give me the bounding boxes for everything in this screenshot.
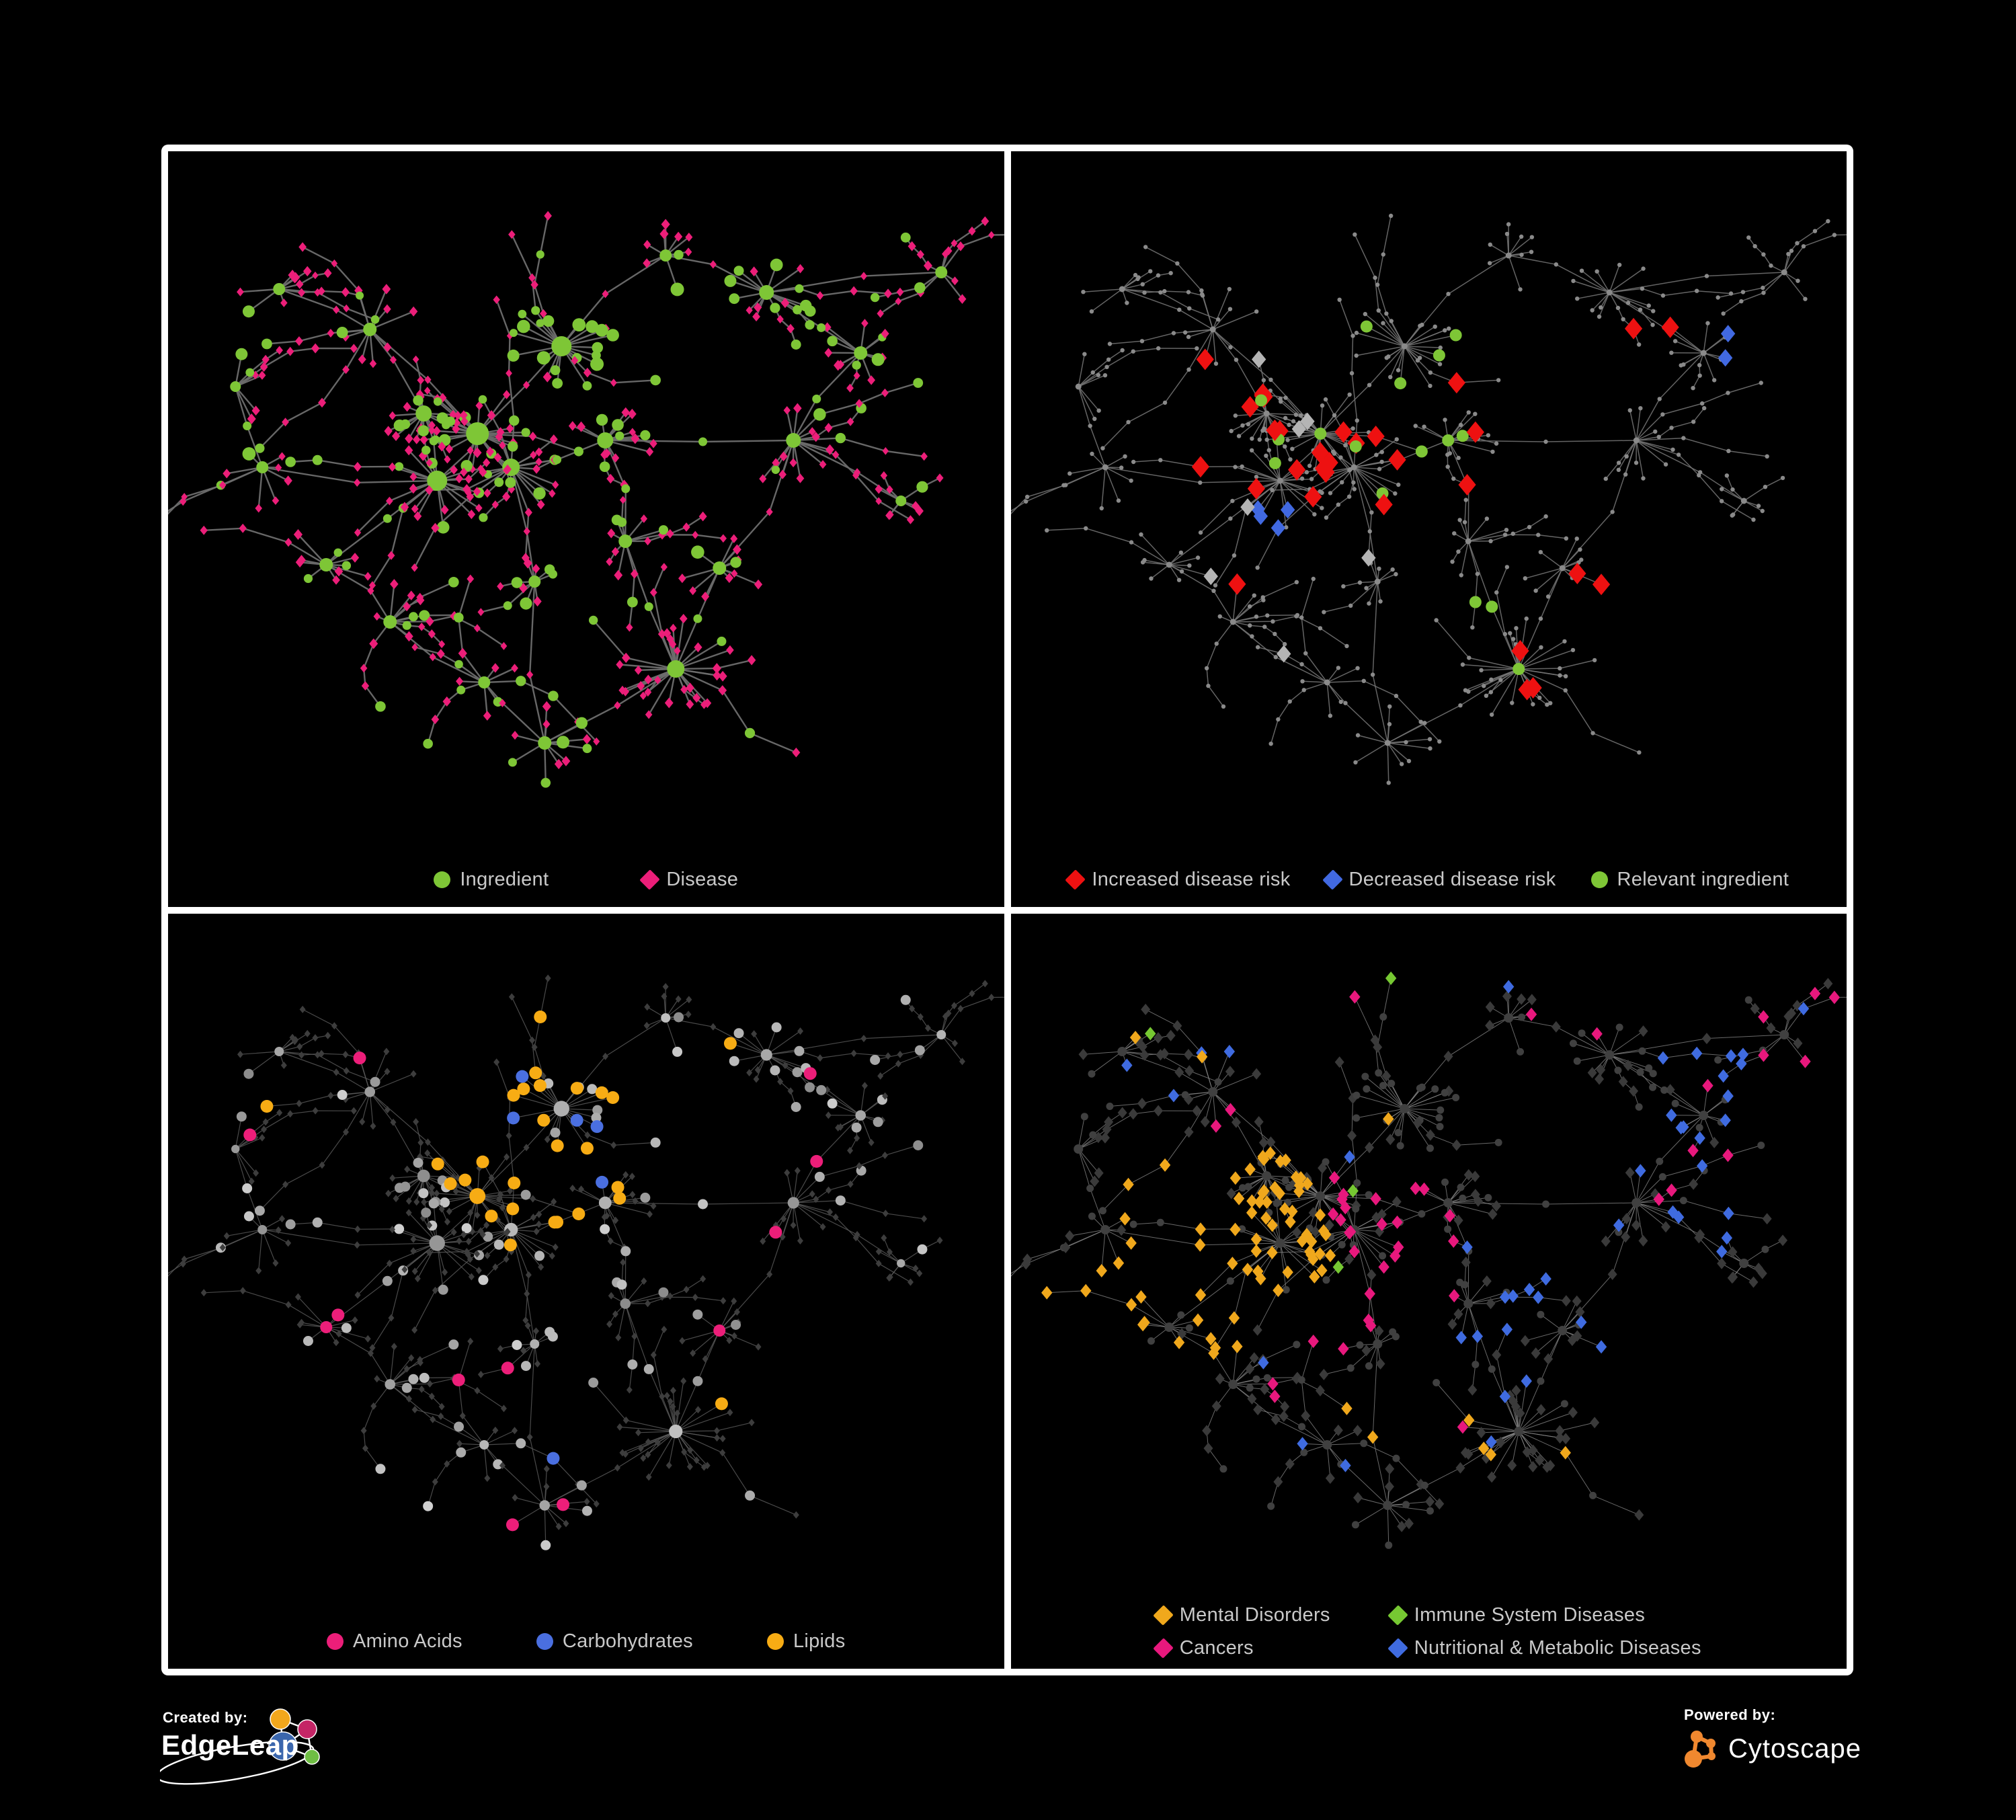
legend-item-mental-disorders: Mental Disorders [1152,1604,1330,1626]
diamond-swatch [639,869,661,890]
legend-label: Cancers [1179,1637,1254,1659]
panel-ingredient-classes: Amino Acids Carbohydrates Lipids [168,913,1004,1669]
diamond-swatch [1152,1638,1174,1659]
network-disease-risk [1010,213,1847,785]
circle-swatch [434,871,451,888]
legend-item-decreased-disease-risk: Decreased disease risk [1322,868,1556,891]
legend-ingredient-disease: Ingredient Disease [168,869,1004,891]
legend-item-cancers: Cancers [1152,1637,1254,1659]
network-ingredient-disease [168,210,1004,788]
legend-item-immune-system-diseases: Immune System Diseases [1387,1604,1646,1626]
legend-label: Lipids [793,1630,846,1652]
legend-item-ingredient: Ingredient [434,869,549,891]
legend-label: Amino Acids [352,1630,462,1652]
diamond-swatch [1065,869,1086,890]
circle-swatch [1590,871,1608,888]
diamond-swatch [1322,869,1343,890]
diamond-swatch [1152,1605,1174,1626]
legend-label: Relevant ingredient [1617,868,1789,890]
created-by-label: Created by: [163,1709,248,1726]
legend-item-carbohydrates: Carbohydrates [536,1630,693,1653]
legend-label: Disease [666,868,739,890]
figure-grid: Ingredient Disease Increased disease risk… [161,145,1853,1675]
panel-disease-classes: Mental Disorders Cancers Immune System Dis… [1010,913,1847,1669]
diamond-swatch [1387,1638,1408,1659]
legend-label: Carbohydrates [562,1630,693,1652]
diamond-swatch [1387,1605,1408,1626]
panel-ingredient-disease: Ingredient Disease [168,151,1004,907]
circle-swatch [766,1633,784,1650]
legend-label: Decreased disease risk [1348,868,1556,890]
legend-label: Ingredient [460,868,549,890]
legend-item-lipids: Lipids [766,1630,846,1653]
edgeleap-wordmark: EdgeLeap [161,1729,299,1761]
legend-item-increased-disease-risk: Increased disease risk [1065,868,1291,891]
legend-item-disease: Disease [639,868,739,891]
circle-swatch [536,1633,553,1650]
edgeleap-network-icon [160,1708,320,1785]
cytoscape-icon [1685,1731,1716,1768]
circle-swatch [326,1633,344,1650]
legend-item-relevant-ingredient: Relevant ingredient [1590,868,1789,891]
legend-item-amino-acids: Amino Acids [326,1630,462,1653]
cytoscape-wordmark: Cytoscape [1728,1733,1861,1764]
legend-label: Mental Disorders [1179,1604,1330,1626]
legend-ingredient-classes: Amino Acids Carbohydrates Lipids [168,1630,1004,1653]
legend-disease-risk: Increased disease risk Decreased disease … [1011,869,1847,891]
cytoscape-logo: Powered by: Cytoscape [1684,1706,1906,1787]
edgeleap-logo: Created by: EdgeLeap [160,1705,348,1806]
legend-label: Increased disease risk [1092,868,1291,890]
powered-by-label: Powered by: [1684,1706,1776,1723]
legend-disease-classes: Mental Disorders Cancers Immune System Dis… [1011,1604,1847,1659]
network-ingredient-classes [168,974,1004,1550]
panel-disease-risk: Increased disease risk Decreased disease … [1010,151,1847,907]
legend-label: Immune System Diseases [1414,1604,1646,1626]
legend-label: Nutritional & Metabolic Diseases [1414,1637,1701,1659]
legend-item-nutritional-metabolic-diseases: Nutritional & Metabolic Diseases [1387,1637,1701,1659]
network-disease-classes [1010,971,1847,1549]
